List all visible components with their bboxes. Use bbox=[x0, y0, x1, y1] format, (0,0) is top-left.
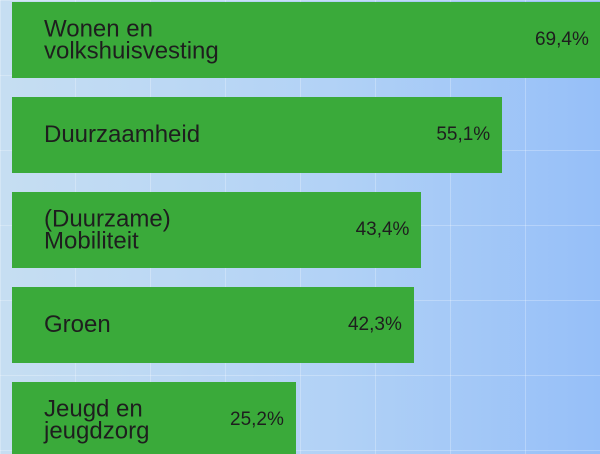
category-label: Duurzaamheid bbox=[44, 121, 201, 149]
category-label: Jeugd en jeugdzorg bbox=[44, 395, 150, 444]
value-label: 69,4% bbox=[534, 29, 589, 50]
category-label: (Duurzame) Mobiliteit bbox=[44, 205, 171, 254]
category-label: Wonen en volkshuisvesting bbox=[44, 15, 219, 64]
bar: Wonen en volkshuisvesting 69,4% bbox=[12, 2, 600, 78]
value-label: 25,2% bbox=[230, 409, 284, 430]
bar: Duurzaamheid 55,1% bbox=[12, 97, 503, 173]
value-label: 42,3% bbox=[347, 314, 402, 335]
bar: Groen 42,3% bbox=[12, 287, 414, 363]
bar: (Duurzame) Mobiliteit 43,4% bbox=[12, 192, 422, 268]
bar: Jeugd en jeugdzorg 25,2% bbox=[12, 382, 296, 454]
value-label: 55,1% bbox=[436, 124, 491, 145]
category-label: Groen bbox=[44, 311, 111, 339]
value-label: 43,4% bbox=[355, 219, 410, 240]
